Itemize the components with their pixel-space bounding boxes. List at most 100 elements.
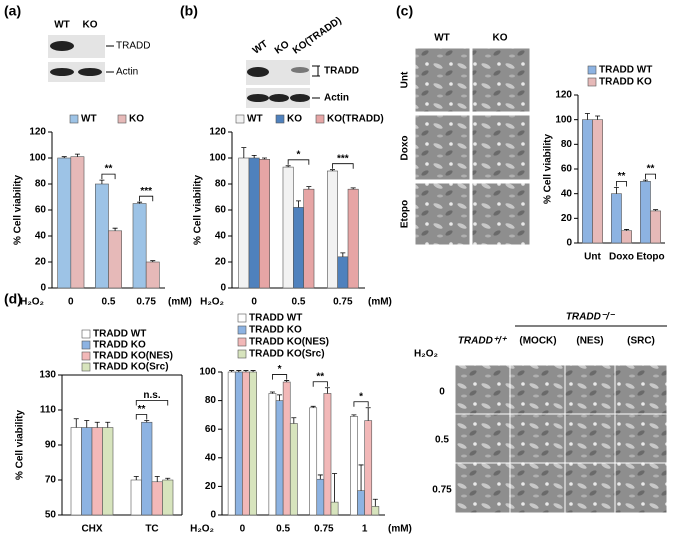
- error-bar: [296, 200, 301, 208]
- bar: [350, 416, 358, 516]
- significance-bracket: [312, 381, 328, 387]
- y-tick-label: 120: [209, 127, 226, 138]
- bar: [371, 506, 380, 516]
- error-bar: [340, 252, 346, 257]
- legend-swatch: [237, 313, 247, 323]
- error-bar: [144, 420, 150, 423]
- band-label: Actin: [324, 93, 349, 104]
- column-label: (MOCK): [519, 336, 556, 347]
- error-bar: [332, 473, 338, 503]
- bar: [151, 481, 163, 516]
- x-tick-label: Etopo: [636, 252, 664, 263]
- bar: [141, 421, 153, 516]
- error-bar: [154, 476, 160, 482]
- error-bar: [350, 187, 356, 190]
- error-bar: [310, 405, 316, 408]
- error-bar: [99, 179, 105, 184]
- y-tick-label: 70: [45, 475, 57, 486]
- error-bar: [653, 209, 659, 211]
- y-tick-label: 60: [215, 205, 227, 216]
- x-tick-label: 0.75: [136, 297, 156, 308]
- error-bar: [61, 156, 67, 158]
- legend-swatch: [587, 65, 597, 75]
- legend-swatch: [69, 114, 79, 124]
- error-bar: [84, 420, 90, 428]
- legend-label: TRADD KO: [599, 77, 652, 88]
- error-bar: [584, 113, 590, 120]
- bar: [259, 159, 270, 289]
- significance-label: ***: [337, 153, 349, 164]
- blot: [48, 35, 114, 82]
- y-tick-label: 40: [205, 452, 217, 463]
- significance-label: **: [316, 371, 324, 382]
- error-bar: [74, 153, 80, 157]
- error-bar: [285, 165, 291, 168]
- error-bar: [137, 201, 143, 204]
- significance-label: **: [138, 404, 146, 415]
- error-bar: [73, 418, 79, 428]
- error-bar: [291, 417, 297, 424]
- legend-swatch: [315, 114, 325, 124]
- y-tick-label: 20: [561, 213, 573, 224]
- y-tick-label: 40: [35, 231, 47, 242]
- bar: [309, 407, 318, 516]
- x-axis-label: H₂O₂: [20, 297, 44, 308]
- significance-bracket: [287, 159, 310, 165]
- legend-swatch: [235, 114, 245, 124]
- legend-label: TRADD KO: [249, 325, 302, 336]
- column-label: KO: [493, 33, 508, 44]
- bar: [268, 393, 277, 516]
- row-label: 0: [439, 387, 445, 398]
- bar: [327, 170, 338, 289]
- column-label: TRADD⁺/⁺: [458, 336, 508, 347]
- legend-swatch: [237, 349, 247, 359]
- bar: [293, 207, 304, 289]
- significance-bracket: [101, 173, 116, 180]
- y-tick-label: 0: [210, 510, 216, 521]
- bar: [621, 230, 632, 244]
- x-axis-unit: (mM): [168, 297, 192, 308]
- x-tick-label: 1: [362, 524, 368, 535]
- legend-swatch: [81, 329, 91, 339]
- legend-label: KO: [129, 114, 144, 125]
- bar: [357, 490, 365, 516]
- error-bar: [595, 115, 601, 120]
- legend-label: KO(TRADD): [327, 114, 384, 125]
- legend-label: TRADD KO(Src): [249, 349, 325, 360]
- x-tick-label: 0.5: [292, 297, 306, 308]
- legend-swatch: [237, 325, 247, 335]
- significance-label: n.s.: [143, 390, 160, 401]
- error-bar: [236, 370, 242, 372]
- legend-swatch: [81, 351, 91, 361]
- panel-label: (a): [4, 3, 21, 19]
- significance-bracket: [645, 173, 656, 180]
- bar: [303, 188, 315, 289]
- bar: [132, 203, 147, 289]
- legend-label: TRADD KO(NES): [249, 337, 329, 348]
- x-tick-label: 0: [240, 524, 246, 535]
- error-bar: [229, 370, 235, 372]
- error-bar: [642, 179, 648, 182]
- group-header: TRADD⁻/⁻: [566, 312, 616, 323]
- x-axis-unit: (mM): [368, 297, 392, 308]
- x-tick-label: Unt: [584, 252, 601, 263]
- bar: [323, 393, 332, 516]
- lane-label: KO: [273, 39, 292, 57]
- significance-bracket: [353, 401, 369, 407]
- y-tick-label: 90: [45, 440, 57, 451]
- error-bar: [150, 260, 156, 262]
- y-tick-label: 0: [220, 283, 226, 294]
- y-tick-label: 0: [566, 238, 572, 249]
- x-tick-label: 0.5: [276, 524, 290, 535]
- legend-swatch: [237, 337, 247, 347]
- panel-label: (c): [396, 3, 413, 19]
- band-label: TRADD: [116, 41, 150, 52]
- x-tick-label: 0.75: [333, 297, 353, 308]
- bar: [364, 420, 373, 516]
- x-tick-label: TC: [145, 524, 158, 535]
- significance-bracket: [616, 181, 627, 187]
- significance-bracket: [135, 400, 169, 406]
- y-tick-label: 120: [555, 90, 572, 101]
- error-bar: [365, 407, 371, 421]
- error-bar: [306, 186, 312, 190]
